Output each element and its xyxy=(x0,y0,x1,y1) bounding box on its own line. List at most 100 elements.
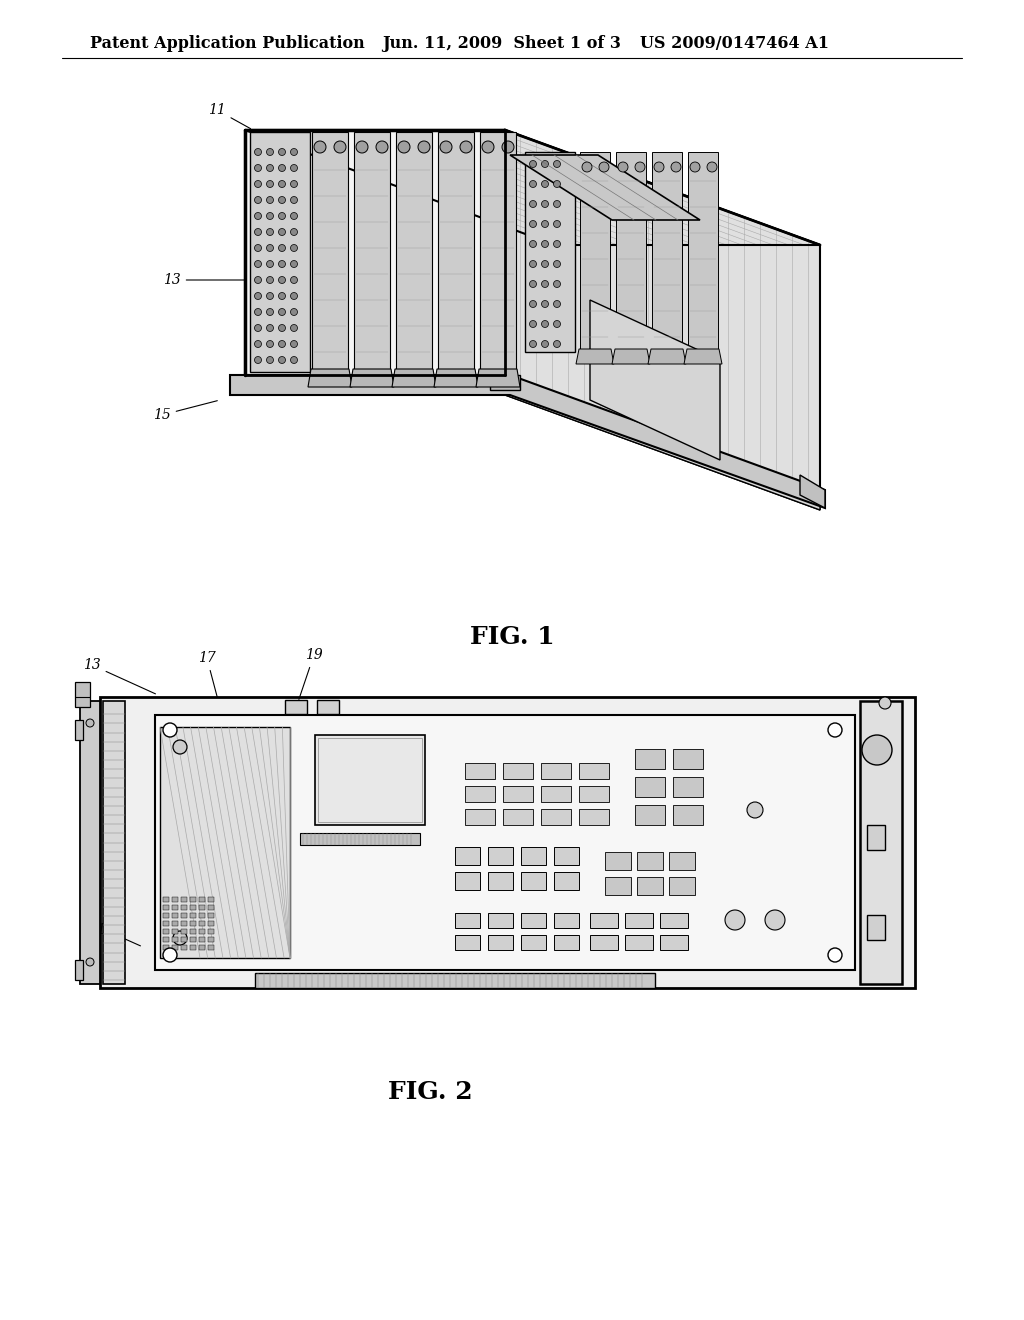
Circle shape xyxy=(542,281,549,288)
Bar xyxy=(181,898,187,902)
Circle shape xyxy=(582,162,592,172)
Bar xyxy=(488,913,513,928)
Text: 17: 17 xyxy=(198,651,217,697)
Polygon shape xyxy=(580,152,610,352)
Bar xyxy=(190,906,196,909)
Circle shape xyxy=(266,228,273,235)
Circle shape xyxy=(266,165,273,172)
Circle shape xyxy=(266,341,273,347)
Text: FIG. 2: FIG. 2 xyxy=(388,1080,472,1104)
Circle shape xyxy=(173,931,187,945)
Circle shape xyxy=(398,141,410,153)
Polygon shape xyxy=(575,348,614,364)
Bar xyxy=(465,785,495,803)
Circle shape xyxy=(266,149,273,156)
Bar xyxy=(669,851,695,870)
Polygon shape xyxy=(490,375,520,389)
Circle shape xyxy=(291,149,298,156)
Circle shape xyxy=(529,220,537,227)
Bar xyxy=(317,700,339,714)
Bar xyxy=(181,937,187,942)
Polygon shape xyxy=(160,727,290,958)
Bar xyxy=(163,898,169,902)
Circle shape xyxy=(291,356,298,363)
Circle shape xyxy=(279,356,286,363)
Circle shape xyxy=(542,301,549,308)
Circle shape xyxy=(255,228,261,235)
Text: Jun. 11, 2009  Sheet 1 of 3: Jun. 11, 2009 Sheet 1 of 3 xyxy=(382,36,621,51)
Bar xyxy=(199,913,205,917)
Bar xyxy=(181,913,187,917)
Polygon shape xyxy=(480,132,516,372)
Circle shape xyxy=(554,260,560,268)
Circle shape xyxy=(255,325,261,331)
Polygon shape xyxy=(505,375,820,510)
Circle shape xyxy=(173,741,187,754)
Circle shape xyxy=(279,197,286,203)
Bar xyxy=(635,777,665,797)
Circle shape xyxy=(828,723,842,737)
Circle shape xyxy=(291,181,298,187)
Bar xyxy=(100,697,915,987)
Circle shape xyxy=(542,201,549,207)
Bar xyxy=(488,847,513,865)
Circle shape xyxy=(542,321,549,327)
Bar xyxy=(521,935,546,950)
Circle shape xyxy=(542,220,549,227)
Polygon shape xyxy=(525,152,575,352)
Polygon shape xyxy=(590,300,720,459)
Circle shape xyxy=(529,181,537,187)
Circle shape xyxy=(266,213,273,219)
Bar xyxy=(163,913,169,917)
Polygon shape xyxy=(308,370,352,387)
Circle shape xyxy=(554,161,560,168)
Circle shape xyxy=(266,356,273,363)
Bar xyxy=(172,929,178,935)
Bar xyxy=(181,906,187,909)
Polygon shape xyxy=(505,129,820,490)
Bar xyxy=(172,945,178,950)
Circle shape xyxy=(266,181,273,187)
Circle shape xyxy=(554,240,560,248)
Bar xyxy=(199,906,205,909)
Bar xyxy=(541,785,571,803)
Circle shape xyxy=(255,165,261,172)
Circle shape xyxy=(725,909,745,931)
Bar xyxy=(669,876,695,895)
Bar xyxy=(155,715,855,970)
Circle shape xyxy=(356,141,368,153)
Circle shape xyxy=(707,162,717,172)
Bar xyxy=(208,913,214,917)
Polygon shape xyxy=(438,132,474,372)
Circle shape xyxy=(279,244,286,252)
Bar xyxy=(635,748,665,770)
Circle shape xyxy=(255,149,261,156)
Bar xyxy=(75,960,83,979)
Bar xyxy=(465,763,495,779)
Bar xyxy=(660,913,688,928)
Polygon shape xyxy=(396,132,432,372)
Bar xyxy=(181,929,187,935)
Circle shape xyxy=(529,281,537,288)
Bar xyxy=(190,898,196,902)
Circle shape xyxy=(291,213,298,219)
Circle shape xyxy=(618,162,628,172)
Circle shape xyxy=(291,325,298,331)
Circle shape xyxy=(266,260,273,268)
Circle shape xyxy=(862,735,892,766)
Bar xyxy=(625,935,653,950)
Polygon shape xyxy=(250,132,310,372)
Bar xyxy=(172,921,178,927)
Polygon shape xyxy=(510,154,700,220)
Bar xyxy=(637,876,663,895)
Circle shape xyxy=(291,244,298,252)
Bar xyxy=(503,785,534,803)
Bar xyxy=(488,935,513,950)
Bar xyxy=(199,929,205,935)
Bar xyxy=(590,913,618,928)
Polygon shape xyxy=(230,375,825,508)
Bar xyxy=(637,851,663,870)
Polygon shape xyxy=(350,370,394,387)
Bar xyxy=(579,809,609,825)
Circle shape xyxy=(828,948,842,962)
